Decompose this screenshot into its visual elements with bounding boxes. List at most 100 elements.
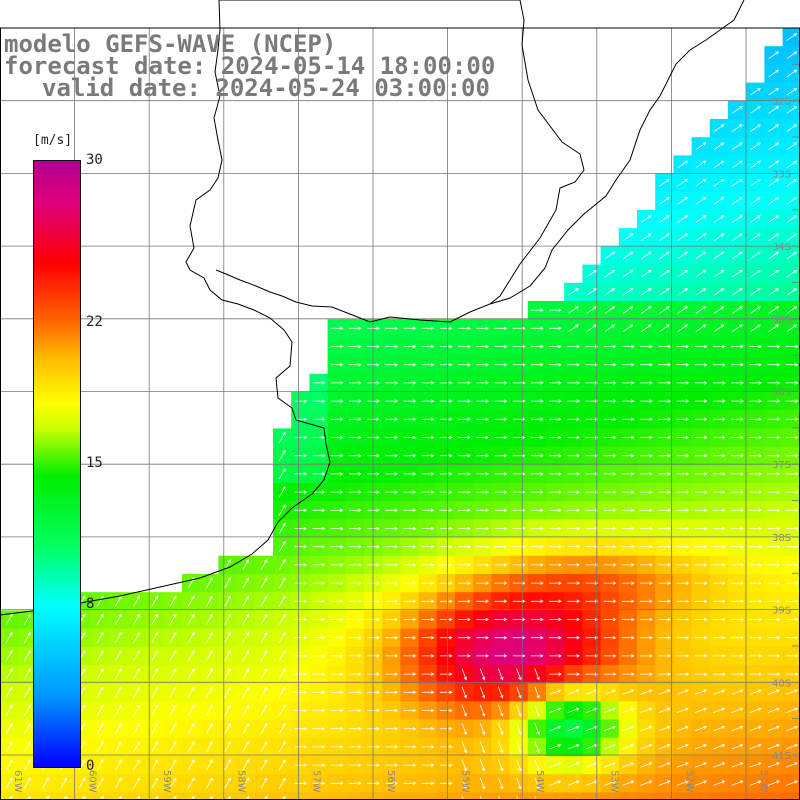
wind-arrow [676,617,690,622]
wind-arrow [23,613,31,625]
wind-arrow [768,233,780,242]
wind-arrow [603,581,617,585]
wind-arrow [749,635,763,640]
wind-cell [400,792,419,800]
wind-arrow [494,326,508,331]
wind-arrow [479,704,486,717]
legend-tick-label: 8 [86,596,95,613]
wind-arrow [658,472,672,476]
wind-arrow [786,33,798,41]
wind-arrow [330,635,344,640]
wind-arrow [330,490,344,494]
wind-cell [327,792,347,800]
wind-arrow [348,672,362,676]
wind-arrow [530,381,544,385]
wind-arrow [568,324,579,333]
wind-arrow [439,453,453,458]
wind-arrow [403,417,417,422]
wind-arrow [348,563,362,567]
wind-arrow [330,726,344,731]
wind-arrow [567,472,581,476]
wind-arrow [458,526,471,531]
wind-arrow [694,707,708,713]
wind-arrow [640,472,653,476]
wind-arrow [421,726,435,731]
wind-arrow [767,417,781,422]
wind-arrow [604,324,616,333]
wind-arrow [621,654,635,658]
wind-arrow [603,508,617,513]
wind-arrow [694,526,708,531]
wind-arrow [785,744,799,750]
wind-arrow [731,124,743,132]
wind-arrow [530,526,544,531]
wind-arrow [786,124,798,132]
wind-arrow [785,362,799,367]
wind-arrow [767,563,781,567]
wind-arrow [403,490,417,494]
wind-arrow [530,326,544,331]
wind-arrow [385,326,399,331]
wind-arrow [621,344,635,349]
wind-arrow [461,668,467,681]
wind-arrow [494,399,508,403]
wind-arrow [622,762,635,768]
wind-arrow [476,544,490,549]
wind-arrow [604,288,616,296]
wind-arrow [421,490,435,494]
wind-arrow [604,251,616,260]
wind-arrow [498,741,504,754]
wind-arrow [731,344,744,349]
wind-arrow [385,544,399,549]
wind-arrow [516,722,522,736]
wind-arrow [114,759,122,771]
wind-arrow [585,417,599,422]
wind-cell [382,792,401,800]
wind-arrow [348,708,362,713]
wind-arrow [750,106,761,114]
wind-arrow [330,745,344,749]
wind-arrow [768,124,780,132]
wind-arrow [312,617,326,622]
wind-arrow [530,490,544,494]
wind-arrow [603,399,617,403]
wind-arrow [731,233,743,242]
wind-arrow [348,726,362,731]
wind-arrow [516,795,519,800]
wind-arrow [96,613,104,625]
wind-arrow [458,635,471,640]
wind-arrow [476,526,490,531]
wind-arrow [348,344,362,349]
wind-arrow [242,668,250,680]
wind-arrow [512,344,526,349]
wind-arrow [750,197,761,205]
wind-arrow [567,344,581,349]
wind-arrow [549,544,562,549]
wind-arrow [712,344,726,349]
wind-arrow [494,453,508,458]
wind-arrow [785,526,799,531]
wind-arrow [476,362,490,367]
wind-arrow [640,399,653,403]
wind-arrow [603,707,617,713]
wind-arrow [750,124,761,132]
wind-arrow [5,613,13,625]
wind-arrow [494,417,508,422]
wind-arrow [330,781,344,786]
wind-arrow [260,577,268,589]
wind-arrow [458,617,471,622]
wind-arrow [785,381,799,385]
wind-arrow [713,780,726,786]
wind-arrow [224,686,231,698]
wind-arrow [658,417,672,422]
wind-arrow [658,453,672,458]
wind-arrow [82,795,86,800]
wind-arrow [658,435,672,440]
wind-arrow [658,508,672,513]
wind-arrow [312,453,326,458]
wind-arrow [676,672,690,676]
wind-arrow [512,617,526,622]
wind-arrow [516,741,522,754]
wind-arrow [621,544,635,549]
wind-arrow [694,689,708,695]
